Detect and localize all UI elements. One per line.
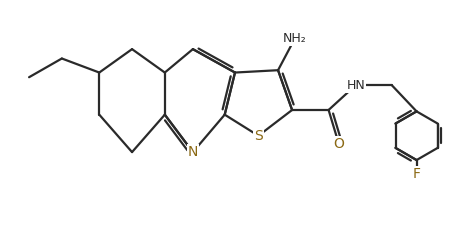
Text: HN: HN — [346, 79, 365, 92]
Text: NH₂: NH₂ — [283, 32, 307, 45]
Text: N: N — [188, 145, 198, 159]
Text: S: S — [254, 129, 263, 143]
Text: F: F — [413, 167, 421, 181]
Text: O: O — [333, 137, 345, 151]
